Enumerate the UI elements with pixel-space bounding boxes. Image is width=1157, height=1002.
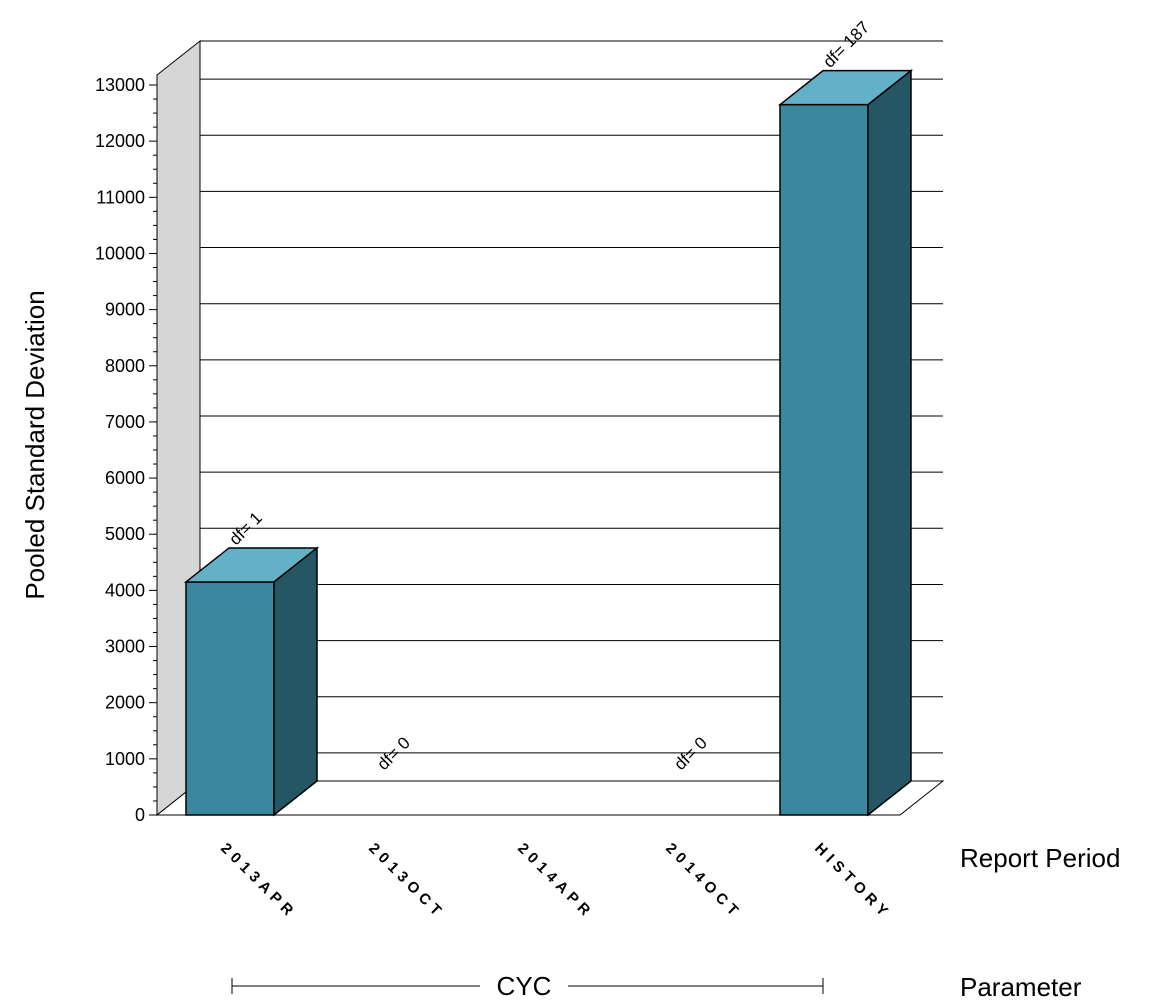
y-tick-label: 5000 — [105, 524, 145, 544]
data-label: df= 187 — [819, 18, 873, 72]
group-axis-title: Parameter — [960, 972, 1082, 1002]
y-tick-label: 9000 — [105, 300, 145, 320]
data-label: df= 0 — [670, 733, 711, 774]
data-label: df= 0 — [373, 733, 414, 774]
category-label: 2013OCT — [365, 840, 448, 923]
bars — [183, 69, 914, 817]
y-tick-label: 2000 — [105, 693, 145, 713]
category-label: 2014APR — [514, 840, 597, 923]
y-tick-label: 0 — [135, 805, 145, 825]
y-tick-label: 10000 — [95, 243, 145, 263]
category-labels: 2013APR 2013OCT 2014APR 2014OCT HISTORY — [217, 840, 894, 923]
bar-front — [185, 581, 275, 816]
category-label: HISTORY — [811, 840, 894, 923]
x-axis-title: Report Period — [960, 843, 1120, 873]
y-axis-ticks: 0 1000 2000 3000 4000 5000 6000 7000 8000 9000 100… — [95, 75, 158, 825]
y-tick-label: 6000 — [105, 468, 145, 488]
y-tick-label: 3000 — [105, 637, 145, 657]
category-label: 2013APR — [217, 840, 300, 923]
y-tick-label: 4000 — [105, 580, 145, 600]
bar-side — [273, 546, 318, 817]
bar-side — [867, 69, 912, 817]
y-tick-label: 8000 — [105, 356, 145, 376]
y-tick-label: 12000 — [95, 131, 145, 151]
y-tick-label: 7000 — [105, 412, 145, 432]
group-label: CYC — [497, 971, 552, 1001]
y-axis-title: Pooled Standard Deviation — [20, 290, 50, 599]
y-tick-label: 1000 — [105, 749, 145, 769]
category-label: 2014OCT — [662, 840, 745, 923]
y-tick-label: 13000 — [95, 75, 145, 95]
y-tick-label: 11000 — [96, 187, 145, 207]
data-labels: df= 1df= 0 df= 0df= 187 — [225, 18, 873, 774]
bar-front — [779, 103, 869, 816]
